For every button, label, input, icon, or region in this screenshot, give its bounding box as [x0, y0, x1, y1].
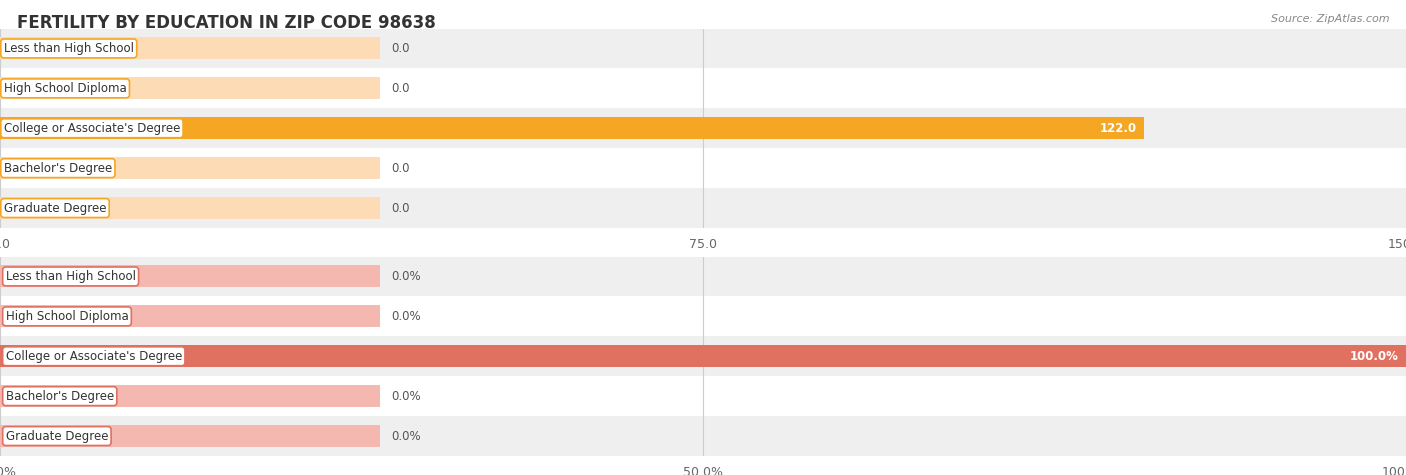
Bar — [0, 197, 380, 219]
Bar — [0, 425, 380, 447]
Bar — [0, 188, 1406, 228]
Bar — [0, 108, 1406, 148]
Bar — [0, 385, 380, 407]
Text: College or Associate's Degree: College or Associate's Degree — [6, 350, 181, 363]
Text: Bachelor's Degree: Bachelor's Degree — [6, 390, 114, 403]
Text: Bachelor's Degree: Bachelor's Degree — [4, 162, 112, 175]
Bar — [0, 28, 1406, 68]
Bar — [0, 38, 380, 59]
Text: 100.0%: 100.0% — [1350, 350, 1399, 363]
Bar — [0, 416, 1406, 456]
Bar — [0, 345, 380, 367]
Bar — [0, 77, 380, 99]
Bar — [0, 148, 1406, 188]
Text: 0.0: 0.0 — [391, 162, 409, 175]
Text: 0.0%: 0.0% — [391, 310, 420, 323]
Bar — [0, 345, 1406, 367]
Text: 0.0%: 0.0% — [391, 429, 420, 443]
Bar — [0, 256, 1406, 296]
Text: Source: ZipAtlas.com: Source: ZipAtlas.com — [1271, 14, 1389, 24]
Text: 122.0: 122.0 — [1099, 122, 1136, 135]
Text: Graduate Degree: Graduate Degree — [4, 201, 107, 215]
Bar — [0, 376, 1406, 416]
Bar — [0, 117, 1143, 139]
Bar — [0, 266, 380, 287]
Text: Less than High School: Less than High School — [4, 42, 134, 55]
Text: FERTILITY BY EDUCATION IN ZIP CODE 98638: FERTILITY BY EDUCATION IN ZIP CODE 98638 — [17, 14, 436, 32]
Text: 0.0: 0.0 — [391, 42, 409, 55]
Bar — [0, 117, 380, 139]
Text: 0.0%: 0.0% — [391, 390, 420, 403]
Text: 0.0: 0.0 — [391, 201, 409, 215]
Bar — [0, 68, 1406, 108]
Text: College or Associate's Degree: College or Associate's Degree — [4, 122, 180, 135]
Bar — [0, 305, 380, 327]
Bar — [0, 296, 1406, 336]
Text: 0.0: 0.0 — [391, 82, 409, 95]
Bar — [0, 157, 380, 179]
Text: 0.0%: 0.0% — [391, 270, 420, 283]
Text: Graduate Degree: Graduate Degree — [6, 429, 108, 443]
Bar — [0, 336, 1406, 376]
Text: High School Diploma: High School Diploma — [6, 310, 128, 323]
Text: Less than High School: Less than High School — [6, 270, 135, 283]
Text: High School Diploma: High School Diploma — [4, 82, 127, 95]
